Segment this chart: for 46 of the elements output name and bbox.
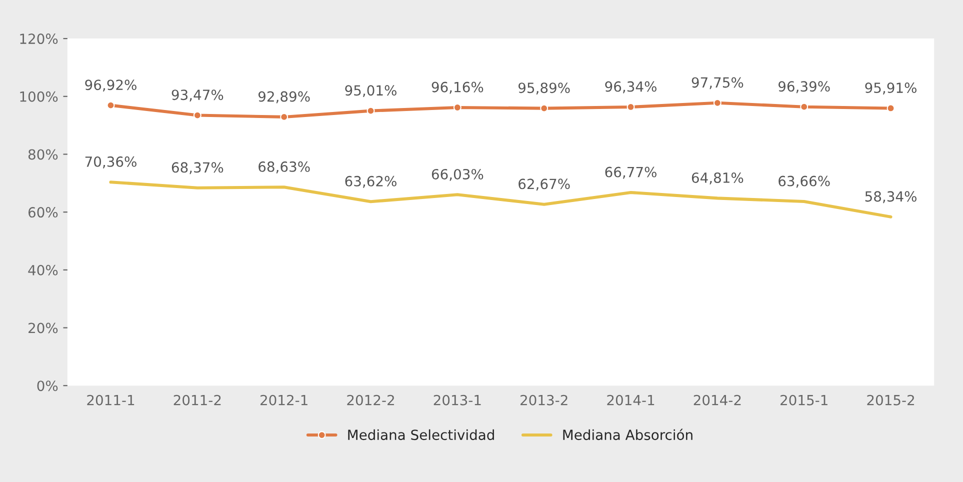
y-tick-label: 40%: [28, 264, 58, 276]
data-label: 63,62%: [345, 176, 396, 188]
point: [886, 104, 895, 112]
y-tick-label: 100%: [20, 91, 58, 102]
data-label: 63,66%: [778, 176, 830, 188]
point: [800, 102, 808, 111]
data-label: 58,34%: [865, 191, 916, 204]
point: [106, 101, 115, 110]
data-label: 97,75%: [692, 77, 744, 90]
legend-label: Mediana Absorción: [563, 428, 692, 440]
y-tick-label: 80%: [28, 149, 58, 160]
x-tick-label: 2013-2: [520, 394, 568, 406]
point: [540, 104, 548, 112]
data-label: 68,63%: [258, 161, 310, 174]
x-tick-label: 2011-1: [87, 394, 134, 406]
point: [366, 106, 375, 115]
y-tick-label: 20%: [28, 322, 58, 334]
y-tick-label: 60%: [28, 207, 58, 218]
x-tick-label: 2012-2: [347, 394, 394, 406]
x-tick-label: 2015-1: [780, 394, 828, 406]
x-tick-label: 2014-2: [694, 394, 741, 406]
data-label: 70,36%: [85, 156, 136, 168]
legend-label: Mediana Selectividad: [348, 429, 494, 440]
data-label: 95,01%: [345, 85, 396, 98]
data-label: 96,34%: [605, 81, 656, 94]
x-tick-label: 2013-1: [434, 394, 481, 406]
data-label: 92,89%: [258, 91, 310, 104]
data-label: 93,47%: [172, 90, 224, 102]
x-tick-label: 2015-2: [867, 394, 914, 406]
data-label: 95,89%: [518, 82, 570, 95]
data-label: 62,67%: [518, 178, 570, 191]
data-label: 95,91%: [865, 82, 916, 94]
data-label: 64,81%: [692, 172, 744, 184]
y-tick-label: 120%: [20, 34, 58, 44]
data-label: 96,16%: [432, 82, 484, 94]
point: [453, 104, 462, 112]
x-tick-label: 2012-1: [260, 394, 308, 406]
data-label: 66,03%: [432, 168, 484, 181]
data-label: 96,92%: [85, 80, 136, 92]
x-tick-label: 2014-1: [607, 394, 654, 406]
point: [193, 111, 202, 120]
data-label: 96,39%: [778, 81, 830, 94]
data-label: 66,77%: [605, 166, 656, 179]
x-tick-label: 2011-2: [174, 394, 221, 406]
data-label: 68,37%: [172, 162, 224, 174]
y-tick-label: 0%: [37, 380, 58, 392]
